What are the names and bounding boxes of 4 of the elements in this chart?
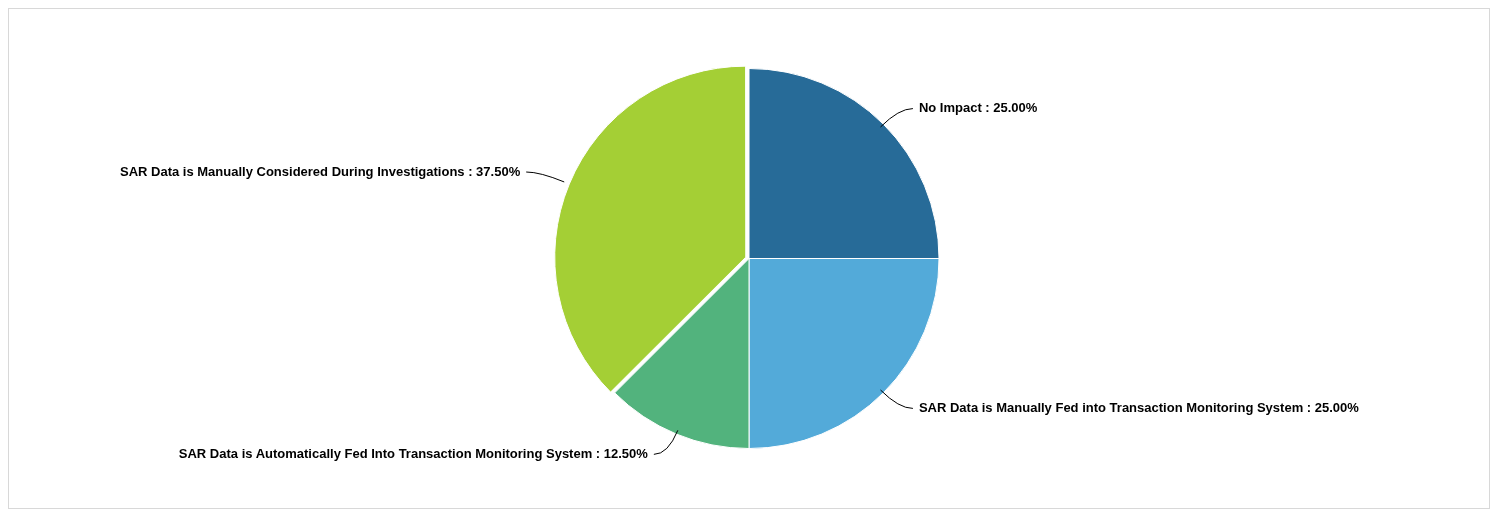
slice-label: SAR Data is Manually Fed into Transaction Monitoring System : 25.00% xyxy=(918,399,1360,415)
slice-label: No Impact : 25.00% xyxy=(918,100,1038,116)
slice-label: SAR Data is Manually Considered During Investigations : 37.50% xyxy=(119,163,521,179)
slice-label: SAR Data is Automatically Fed Into Transaction Monitoring System : 12.50% xyxy=(178,445,649,461)
